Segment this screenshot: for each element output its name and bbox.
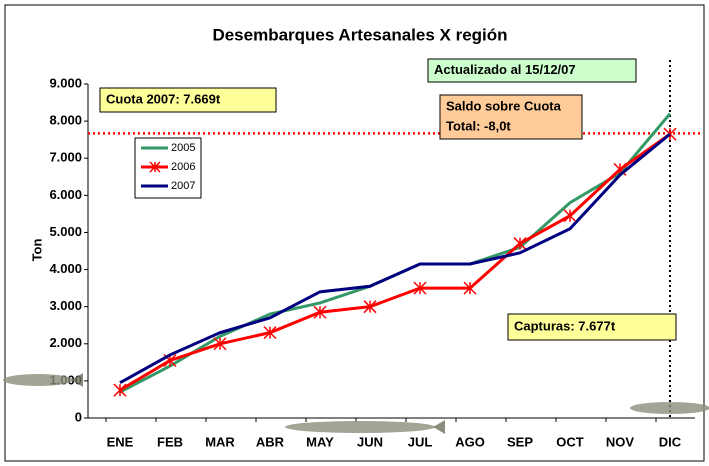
y-tick-label: 0	[75, 409, 82, 424]
x-tick-label: NOV	[606, 434, 635, 449]
fish-decoration	[630, 402, 709, 414]
fish-decoration	[433, 420, 445, 434]
annotation-text: Cuota 2007: 7.669t	[106, 91, 221, 106]
annotation-box	[507, 313, 677, 341]
y-tick-label: 5.000	[49, 224, 82, 239]
annotation-box	[99, 87, 277, 113]
x-tick-label: JUL	[408, 434, 433, 449]
series-marker	[313, 305, 327, 319]
series-line	[119, 132, 671, 385]
legend-label: 2007	[171, 180, 195, 192]
x-tick-label: DIC	[659, 434, 682, 449]
series-marker	[563, 209, 577, 223]
y-tick-label: 4.000	[49, 261, 82, 276]
annotation-text: Capturas: 7.677t	[514, 318, 616, 333]
annotation-text: Total: -8,0t	[446, 118, 511, 133]
x-tick-label: AGO	[455, 434, 485, 449]
y-tick-label: 8.000	[49, 113, 82, 128]
series-marker	[413, 281, 427, 295]
x-tick-label: JUN	[357, 434, 383, 449]
series-marker	[213, 337, 227, 351]
fish-decoration	[285, 421, 435, 433]
fish-decoration	[71, 373, 83, 387]
legend-label: 2005	[171, 142, 195, 154]
series-marker	[263, 326, 277, 340]
y-tick-label: 7.000	[49, 150, 82, 165]
y-tick-label: 6.000	[49, 187, 82, 202]
x-tick-label: MAY	[306, 434, 334, 449]
legend-label: 2006	[171, 161, 195, 173]
series-line	[119, 132, 671, 392]
series-marker	[113, 383, 127, 397]
series-marker	[363, 300, 377, 314]
x-tick-label: ENE	[107, 434, 134, 449]
legend-marker	[149, 161, 161, 173]
y-tick-label: 2.000	[49, 335, 82, 350]
series-marker	[463, 281, 477, 295]
x-tick-label: OCT	[556, 434, 584, 449]
annotation-text: Saldo sobre Cuota	[446, 98, 562, 113]
y-tick-label: 3.000	[49, 298, 82, 313]
annotation-box	[439, 94, 583, 140]
x-tick-label: MAR	[205, 434, 235, 449]
fish-decoration	[3, 374, 73, 386]
annotation-text: Actualizado al 15/12/07	[434, 62, 576, 77]
x-tick-label: SEP	[507, 434, 533, 449]
x-tick-label: ABR	[256, 434, 285, 449]
annotation-box	[427, 58, 637, 83]
x-tick-label: FEB	[157, 434, 183, 449]
chart-title: Desembarques Artesanales X región	[212, 25, 507, 44]
y-axis-label: Ton	[29, 239, 44, 262]
y-tick-label: 9.000	[49, 75, 82, 90]
series-marker	[513, 237, 527, 251]
